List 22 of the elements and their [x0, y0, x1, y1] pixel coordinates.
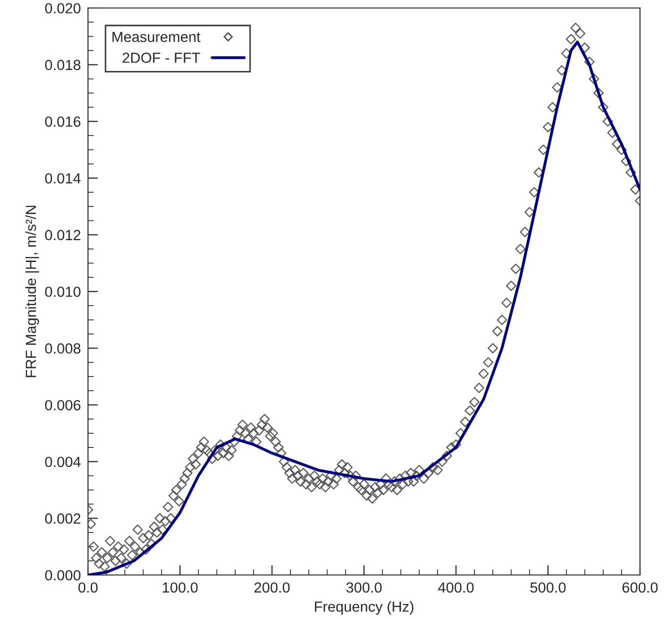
x-tick-label: 200.0	[254, 582, 290, 593]
legend-label: 2DOF - FFT	[122, 52, 200, 63]
y-tick-label: 0.004	[45, 456, 81, 468]
legend-label: Measurement	[112, 32, 200, 42]
y-tick-label: 0.006	[45, 400, 80, 410]
y-tick-label: 0.010	[45, 286, 80, 297]
y-tick-label: 0.018	[45, 60, 80, 70]
y-axis-title: FRF Magnitude |H|, m/s²/N	[25, 206, 40, 378]
x-tick-label: 100.0	[162, 582, 198, 593]
x-tick-label: 400.0	[438, 582, 474, 593]
y-tick-label: 0.016	[45, 116, 80, 127]
x-tick-label: 300.0	[346, 582, 382, 593]
y-tick-label: 0.014	[45, 173, 81, 184]
y-tick-label: 0.008	[45, 343, 80, 354]
y-tick-label: 0.020	[45, 3, 80, 14]
x-tick-label: 500.0	[530, 582, 566, 593]
y-tick-label: 0.002	[45, 513, 80, 524]
x-tick-label: 0.0	[78, 582, 98, 593]
x-tick-label: 600.0	[622, 582, 658, 593]
y-tick-label: 0.012	[45, 230, 80, 240]
y-tick-label: 0.000	[45, 570, 80, 580]
x-axis-title: Frequency (Hz)	[314, 601, 414, 615]
